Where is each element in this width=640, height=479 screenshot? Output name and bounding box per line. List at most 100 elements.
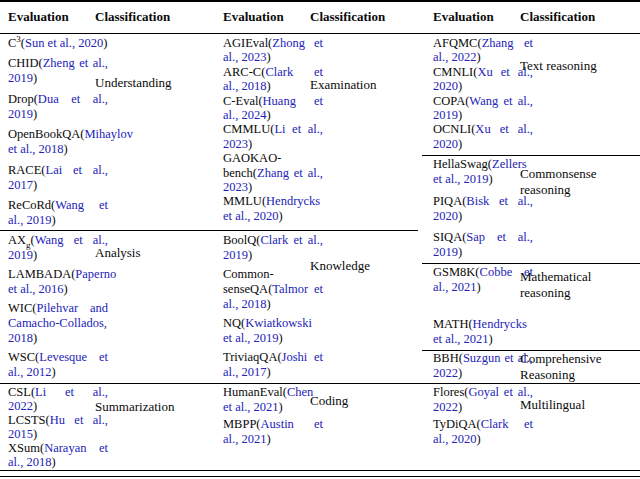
eval-entry: PIQA(Bisk et al., 2020) [433, 194, 533, 224]
eval-name: ) [266, 50, 270, 64]
classification-label: Analysis [95, 233, 213, 261]
eval-name: ) [476, 280, 480, 294]
eval-name: ) [279, 209, 283, 223]
eval-entry: HellaSwag(Zellers et al., 2019) [433, 157, 533, 187]
eval-name: ) [248, 180, 252, 194]
eval-name: ) [458, 245, 462, 259]
eval-entry: RACE(Lai et al., 2017) [8, 163, 108, 193]
eval-entry: LAMBADA(Paperno et al., 2016) [8, 267, 108, 297]
eval-name: C-Eval( [223, 94, 263, 108]
eval-entry: COPA(Wang et al., 2019) [433, 94, 533, 123]
eval-name: ) [476, 50, 480, 64]
evaluation-list: CSL(Li et al., 2022)LCSTS(Hu et al., 201… [8, 385, 108, 469]
eval-name: SIQA( [433, 230, 466, 244]
eval-entry: XSum(Narayan et al., 2018) [8, 441, 108, 469]
eval-name: XSum( [8, 441, 44, 455]
eval-name: WSC( [8, 350, 39, 364]
eval-name: ) [266, 297, 270, 311]
evaluation-list: HellaSwag(Zellers et al., 2019) PIQA(Bisk… [433, 157, 533, 260]
eval-name: HellaSwag( [433, 157, 492, 171]
eval-name: BBH( [433, 351, 463, 365]
eval-name: HumanEval( [223, 385, 287, 399]
eval-name: ReCoRd( [8, 198, 55, 212]
eval-name: ) [458, 366, 462, 380]
evaluation-list: Flores(Goyal et al., 2022)TyDiQA(Clark e… [433, 385, 533, 469]
eval-entry: CMMLU(Li et al., 2023) [223, 122, 323, 151]
eval-name: TriviaqQA( [223, 350, 282, 364]
section-mathematical-reasoning: GSM8K(Cobbe et al., 2021) MATH(Hendrycks … [425, 265, 640, 347]
eval-name: AX [8, 233, 26, 247]
eval-name: ARC-C( [223, 65, 265, 79]
eval-name: ) [64, 282, 68, 296]
eval-name: MATH( [433, 317, 473, 331]
eval-name: ) [51, 213, 55, 227]
eval-name: ) [33, 331, 37, 345]
eval-entry: Common-senseQA(Talmor et al., 2018) [223, 267, 323, 312]
eval-name: ) [489, 172, 493, 186]
eval-name: ) [489, 332, 493, 346]
section-comprehensive-reasoning: BBH(Suzgun et al., 2022) Comprehensive R… [425, 351, 640, 381]
eval-entry: TyDiQA(Clark et al., 2020) [433, 417, 533, 447]
eval-entry: AGIEval(Zhong et al., 2023) [223, 36, 323, 65]
eval-name: COPA( [433, 94, 469, 108]
eval-name: LAMBADA( [8, 267, 75, 281]
evaluation-list: GSM8K(Cobbe et al., 2021) MATH(Hendrycks … [433, 265, 533, 347]
eval-entry: MMLU(Hendrycks et al., 2020) [223, 194, 323, 223]
eval-name: ) [458, 108, 462, 122]
eval-name: ) [64, 142, 68, 156]
section-coding: HumanEval(Chen et al., 2021)MBPP(Austin … [215, 385, 425, 469]
classification-label: Knowledge [310, 233, 428, 274]
eval-name: BoolQ( [223, 233, 261, 247]
eval-entry: BoolQ(Clark et al., 2019) [223, 233, 323, 263]
eval-name: LCSTS( [8, 413, 50, 427]
eval-name: OCNLI( [433, 122, 475, 136]
eval-entry: ARC-C(Clark et al., 2018) [223, 65, 323, 94]
eval-name: ) [279, 400, 283, 414]
column-header-evaluation: Evaluation [433, 9, 494, 25]
eval-entry: GSM8K(Cobbe et al., 2021) [433, 265, 533, 295]
column-header-classification: Classification [95, 9, 170, 25]
classification-label: Examination [310, 36, 428, 93]
eval-entry: SIQA(Sap et al., 2019) [433, 230, 533, 260]
eval-entry: CSL(Li et al., 2022) [8, 385, 108, 413]
eval-name: ) [266, 108, 270, 122]
eval-name: ) [279, 331, 283, 345]
eval-entry: Flores(Goyal et al., 2022) [433, 385, 533, 415]
eval-name: CMMLU( [223, 122, 274, 136]
eval-name: TyDiQA( [433, 417, 481, 431]
eval-name: ) [33, 71, 37, 85]
eval-entry: Drop(Dua et al., 2019) [8, 92, 108, 122]
eval-name: ) [51, 365, 55, 379]
column-header-classification: Classification [520, 9, 595, 25]
section-summarization: CSL(Li et al., 2022)LCSTS(Hu et al., 201… [0, 385, 215, 469]
eval-name: Drop( [8, 92, 38, 106]
eval-entry: LCSTS(Hu et al., 2015) [8, 413, 108, 441]
citation-link[interactable]: Sun et al., 2020 [25, 36, 103, 50]
eval-entry: CMNLI(Xu et al., 2020) [433, 65, 533, 94]
section-examination: AGIEval(Zhong et al., 2023)ARC-C(Clark e… [215, 36, 425, 228]
eval-name: ) [266, 365, 270, 379]
eval-name: Flores( [433, 385, 468, 399]
evaluation-list: HumanEval(Chen et al., 2021)MBPP(Austin … [223, 385, 323, 469]
eval-name: ) [266, 79, 270, 93]
eval-entry: WSC(Levesque et al., 2012) [8, 350, 108, 380]
eval-name: ) [33, 107, 37, 121]
eval-name: ) [248, 137, 252, 151]
eval-name: MMLU( [223, 194, 266, 208]
table-group-3: Evaluation Classification AFQMC(Zhang et… [425, 0, 640, 479]
eval-name: ) [458, 209, 462, 223]
evaluation-list: C3(Sun et al., 2020)CHID(Zheng et al., 2… [8, 36, 108, 228]
eval-name: ) [458, 400, 462, 414]
eval-entry: MATH(Hendrycks et al., 2021) [433, 317, 533, 347]
eval-entry: GAOKAO-bench(Zhang et al., 2023) [223, 151, 323, 194]
eval-entry: BBH(Suzgun et al., 2022) [433, 351, 533, 381]
eval-entry: TriviaqQA(Joshi et al., 2017) [223, 350, 323, 380]
eval-name: AFQMC( [433, 36, 482, 50]
eval-name: CSL( [8, 385, 35, 399]
section-commonsense-reasoning: HellaSwag(Zellers et al., 2019) PIQA(Bisk… [425, 157, 640, 260]
eval-entry: CHID(Zheng et al., 2019) [8, 56, 108, 86]
section-understanding: C3(Sun et al., 2020)CHID(Zheng et al., 2… [0, 36, 215, 228]
classification-label: Summarization [95, 385, 213, 415]
eval-name: AGIEval( [223, 36, 272, 50]
column-header-evaluation: Evaluation [8, 9, 69, 25]
